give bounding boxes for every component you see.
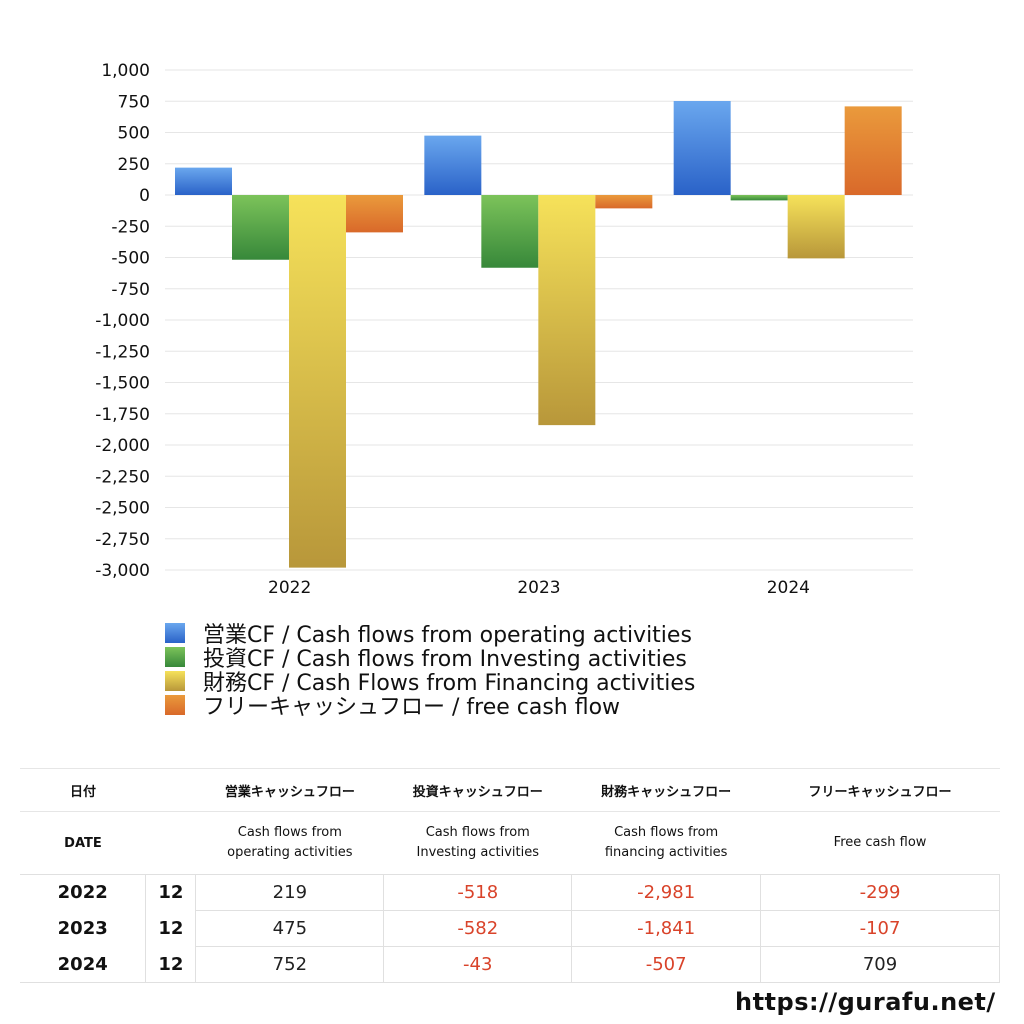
header-financing-en: Cash flows from financing activities: [571, 811, 761, 875]
y-tick-label: -2,750: [95, 530, 150, 550]
y-tick-label: -1,500: [95, 374, 150, 394]
cell-investing: -43: [383, 946, 572, 983]
chart-legend: 営業CF / Cash flows from operating activit…: [165, 621, 695, 720]
header-investing-jp: 投資キャッシュフロー: [383, 768, 572, 812]
y-tick-label: 750: [118, 92, 150, 112]
bar-2024-series-2: [787, 195, 845, 259]
cell-free: -107: [760, 910, 1000, 947]
legend-swatch-operating: [165, 623, 185, 643]
legend-label-investing: 投資CF / Cash flows from Investing activit…: [203, 647, 687, 672]
cell-financing: -2,981: [571, 874, 761, 911]
x-tick-label: 2022: [268, 578, 311, 598]
cell-free: -299: [760, 874, 1000, 911]
cash-flow-table: 日付 営業キャッシュフロー 投資キャッシュフロー 財務キャッシュフロー フリーキ…: [20, 768, 1000, 983]
legend-label-free: フリーキャッシュフロー / free cash flow: [203, 695, 621, 720]
header-date-en: DATE: [20, 811, 146, 875]
header-financing-jp: 財務キャッシュフロー: [571, 768, 761, 812]
y-tick-label: -750: [111, 280, 150, 300]
y-tick-label: 0: [139, 186, 150, 206]
header-operating-jp: 営業キャッシュフロー: [195, 768, 384, 812]
y-tick-label: -2,250: [95, 467, 150, 487]
bar-2022-series-0: [175, 167, 232, 195]
bar-2024-series-1: [730, 195, 788, 201]
y-tick-label: 1,000: [101, 61, 150, 81]
header-investing-en: Cash flows from Investing activities: [383, 811, 572, 875]
row-year: 2024: [20, 946, 146, 983]
bar-2022-series-2: [289, 195, 346, 568]
legend-label-financing: 財務CF / Cash Flows from Financing activit…: [203, 671, 696, 696]
legend-swatch-investing: [165, 647, 185, 667]
bar-2024-series-0: [673, 101, 731, 195]
cash-flow-bar-chart: 1,000 750 500 250 0 -250 -500 -750 -1,000 -1,250 -…: [95, 61, 913, 598]
legend-swatch-free: [165, 695, 185, 715]
bar-2023-series-3: [595, 195, 653, 209]
legend-item-free: フリーキャッシュフロー / free cash flow: [165, 693, 695, 720]
y-tick-label: 500: [118, 124, 150, 144]
y-tick-label: -1,250: [95, 342, 150, 362]
cell-investing: -582: [383, 910, 572, 947]
cell-operating: 752: [195, 946, 384, 983]
legend-swatch-financing: [165, 671, 185, 691]
bar-2023-series-2: [538, 195, 596, 426]
bar-2022-series-3: [346, 195, 403, 233]
table-row: 2022 12 219 -518 -2,981 -299: [20, 874, 1000, 911]
row-year: 2023: [57, 918, 108, 939]
site-url[interactable]: https://gurafu.net/: [735, 988, 996, 1016]
bar-2024-series-3: [844, 106, 902, 195]
header-date-jp: 日付: [20, 768, 146, 812]
row-month: 12: [145, 910, 196, 947]
legend-label-operating: 営業CF / Cash flows from operating activit…: [203, 623, 692, 648]
cell-investing: -518: [383, 874, 572, 911]
header-operating-en: Cash flows from operating activities: [195, 811, 384, 875]
table-header-en: DATE Cash flows from operating activities…: [20, 811, 1000, 875]
cell-financing: -507: [571, 946, 761, 983]
bar-2023-series-0: [424, 135, 482, 195]
y-tick-label: -2,000: [95, 436, 150, 456]
row-month: 12: [145, 874, 196, 911]
y-tick-label: -2,500: [95, 499, 150, 519]
y-tick-label: -3,000: [95, 561, 150, 581]
y-tick-label: -500: [111, 249, 150, 269]
table-row: 2024 12 752 -43 -507 709: [20, 946, 1000, 983]
x-tick-label: 2023: [517, 578, 560, 598]
table-row: 2023 12 475 -582 -1,841 -107: [20, 910, 1000, 947]
y-tick-label: 250: [118, 155, 150, 175]
row-year: 2022: [20, 874, 146, 911]
header-free-en: Free cash flow: [760, 811, 1000, 875]
y-tick-label: -1,750: [95, 405, 150, 425]
table-header-jp: 日付 営業キャッシュフロー 投資キャッシュフロー 財務キャッシュフロー フリーキ…: [20, 768, 1000, 812]
header-free-jp: フリーキャッシュフロー: [760, 768, 1000, 812]
legend-item-financing: 財務CF / Cash Flows from Financing activit…: [165, 669, 695, 696]
cell-operating: 475: [195, 910, 384, 947]
row-month: 12: [145, 946, 196, 983]
legend-item-investing: 投資CF / Cash flows from Investing activit…: [165, 645, 695, 672]
cell-operating: 219: [195, 874, 384, 911]
y-tick-label: -1,000: [95, 311, 150, 331]
cell-free: 709: [760, 946, 1000, 983]
y-tick-label: -250: [111, 217, 150, 237]
bar-2022-series-1: [232, 195, 289, 260]
bar-2023-series-1: [481, 195, 539, 268]
legend-item-operating: 営業CF / Cash flows from operating activit…: [165, 621, 695, 648]
x-tick-label: 2024: [767, 578, 810, 598]
cell-financing: -1,841: [571, 910, 761, 947]
